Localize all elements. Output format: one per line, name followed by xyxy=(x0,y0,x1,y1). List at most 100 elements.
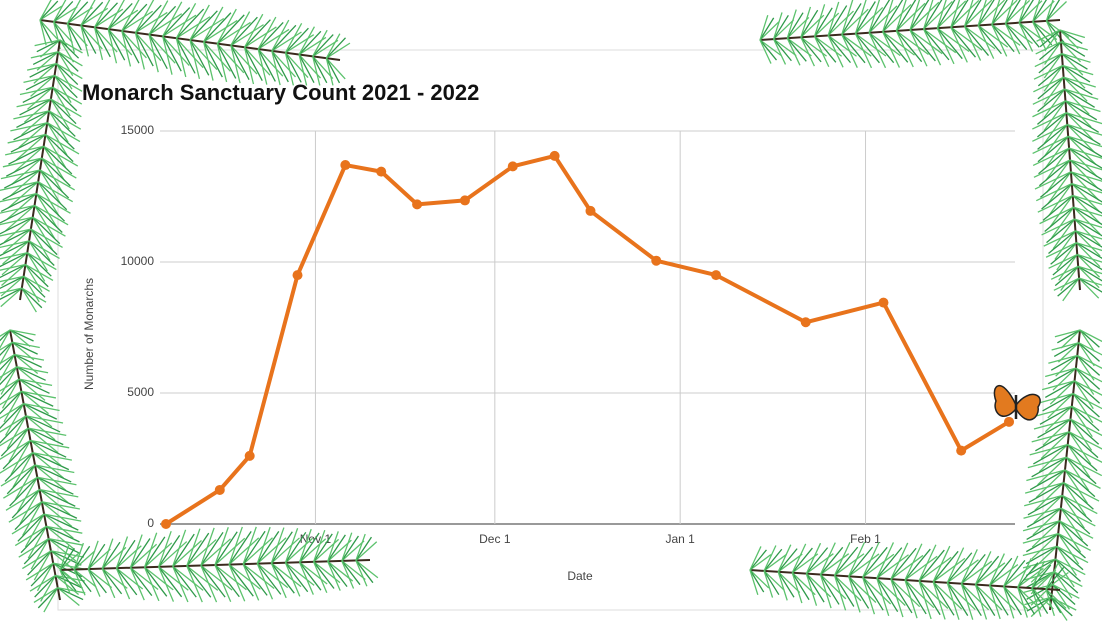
pine-needle xyxy=(93,27,104,61)
pine-needle xyxy=(946,582,969,616)
y-axis-title: Number of Monarchs xyxy=(82,278,96,390)
pine-needle xyxy=(1060,507,1091,535)
pine-needle xyxy=(0,204,35,224)
pine-needle xyxy=(918,549,945,582)
pine-needle xyxy=(1062,64,1086,89)
pine-needle xyxy=(14,525,47,547)
pine-needle xyxy=(35,193,58,228)
pine-needle xyxy=(5,157,43,177)
pine-needle xyxy=(0,390,22,415)
pine-needle xyxy=(1043,76,1065,105)
pine-needle xyxy=(923,0,934,30)
pine-needle xyxy=(1071,183,1102,194)
pine-needle xyxy=(1079,329,1102,343)
pine-needle xyxy=(1071,183,1102,203)
pine-needle xyxy=(895,30,923,63)
pine-needle xyxy=(200,538,231,566)
pine-needle xyxy=(21,110,50,136)
pine-needle xyxy=(80,1,104,26)
pine-needle xyxy=(1003,586,1015,619)
pine-needle xyxy=(299,538,327,563)
pine-needle xyxy=(27,427,59,454)
pine-needle xyxy=(200,564,233,591)
pine-needle xyxy=(1066,124,1095,153)
data-point xyxy=(878,297,889,308)
pine-needle xyxy=(1033,76,1064,93)
pine-needle xyxy=(868,0,891,34)
pine-needle xyxy=(203,6,224,43)
pine-needle xyxy=(341,560,355,589)
pine-needle xyxy=(1070,418,1100,445)
pine-needle xyxy=(0,287,23,308)
pine-needle xyxy=(1077,265,1100,289)
pine-needle xyxy=(848,576,861,613)
pine-needle xyxy=(1042,393,1074,412)
pine-needle xyxy=(1036,29,1061,42)
pine-needle xyxy=(862,576,884,611)
pine-needle xyxy=(6,193,37,221)
pine-needle xyxy=(271,50,289,83)
pine-needle xyxy=(30,439,70,449)
pine-needle xyxy=(1,264,26,286)
pine-needle xyxy=(0,415,27,433)
pine-needle xyxy=(298,54,315,83)
pine-needle xyxy=(186,532,210,567)
pine-needle xyxy=(52,86,83,105)
pine-needle xyxy=(1057,533,1080,565)
pine-needle xyxy=(805,547,829,575)
pine-needle xyxy=(759,14,769,41)
pine-needle xyxy=(115,539,136,569)
pine-needle xyxy=(0,354,16,371)
pine-needle xyxy=(101,538,114,569)
pine-needle xyxy=(786,9,797,39)
pine-needle xyxy=(923,28,957,54)
pine-needle xyxy=(1068,431,1099,459)
pine-needle xyxy=(0,403,24,420)
pine-needle xyxy=(876,547,903,579)
pine-needle xyxy=(974,551,992,585)
pine-needle xyxy=(841,0,854,35)
pine-needle xyxy=(813,4,826,37)
pine-needle xyxy=(805,542,822,574)
pine-needle xyxy=(773,12,783,40)
data-point xyxy=(244,450,255,461)
pine-needle xyxy=(3,216,34,243)
pine-needle xyxy=(1030,571,1055,595)
pine-needle xyxy=(162,35,190,66)
pine-needle xyxy=(285,562,315,586)
pine-needle xyxy=(1037,64,1064,87)
pine-needle xyxy=(0,263,26,271)
butterfly xyxy=(993,384,1041,421)
pine-needle xyxy=(1050,242,1077,265)
pine-needle xyxy=(1069,159,1102,181)
pine-needle xyxy=(0,452,34,474)
pine-needle xyxy=(30,228,51,261)
pine-needle xyxy=(0,353,15,365)
pine-needle xyxy=(59,569,77,592)
pine-needle xyxy=(172,565,197,598)
pine-needle xyxy=(1039,405,1073,425)
pine-needle xyxy=(805,573,825,603)
pine-needle xyxy=(0,193,37,203)
pine-needle xyxy=(1032,123,1068,142)
data-point xyxy=(292,270,303,281)
pine-needle xyxy=(59,39,75,63)
pine-needle xyxy=(876,577,906,606)
pine-needle xyxy=(1079,329,1096,352)
pine-needle xyxy=(1037,88,1065,113)
pine-needle xyxy=(1004,23,1028,50)
pine-needle xyxy=(16,366,49,374)
pine-needle xyxy=(876,554,909,579)
pine-needle xyxy=(230,45,250,80)
pine-needle xyxy=(820,574,847,600)
pine-needle xyxy=(1062,64,1091,83)
pine-needle xyxy=(1074,218,1101,246)
pine-needle xyxy=(189,4,210,41)
pine-needle xyxy=(904,579,927,615)
pine-needle xyxy=(46,122,68,156)
chart-frame xyxy=(57,49,1044,611)
pine-needle xyxy=(53,21,73,43)
pine-needle xyxy=(43,146,65,181)
pine-needle xyxy=(786,37,807,62)
pine-needle xyxy=(73,569,92,593)
